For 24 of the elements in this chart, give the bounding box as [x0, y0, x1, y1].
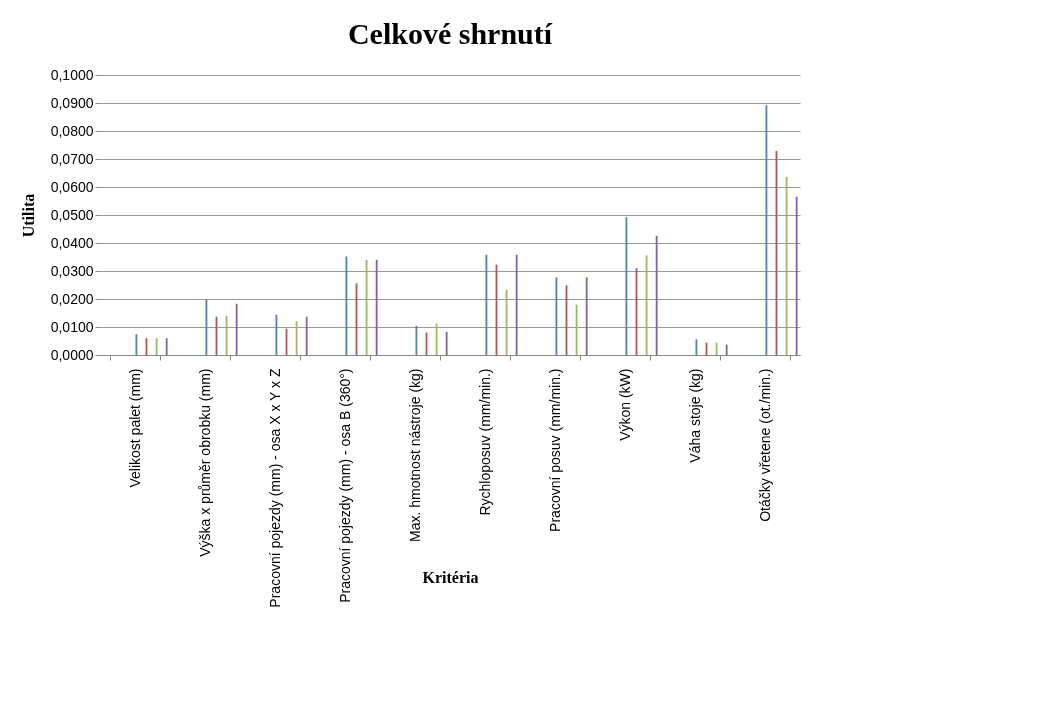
x-tick-label: Pracovní pojezdy (mm) - osa X x Y x Z	[266, 368, 283, 608]
x-tick-label: Pracovní posuv (mm/min.)	[546, 368, 563, 532]
y-axis-title: Utilita	[19, 193, 37, 238]
x-tick-label: Max. hmotnost nástroje (kg)	[406, 368, 423, 543]
y-tick-label: 0,0600	[50, 178, 94, 195]
x-tick-label: Velikost palet (mm)	[126, 368, 143, 488]
y-tick-label: 0,0700	[50, 150, 94, 167]
y-tick-label: 0,0900	[50, 94, 94, 111]
x-tick-label: Výška x průměr obrobku (mm)	[196, 368, 213, 557]
x-tick-label: Otáčky vřetene (ot./min.)	[756, 368, 773, 522]
y-tick-label: 0,0100	[50, 318, 94, 335]
y-tick-label: 0,1000	[50, 66, 94, 83]
y-tick-label: 0,0400	[50, 234, 94, 251]
x-tick-label: Pracovní pojezdy (mm) - osa B (360°)	[336, 368, 353, 603]
x-tick-label: Váha stoje (kg)	[686, 368, 703, 463]
y-tick-label: 0,0500	[50, 206, 94, 223]
y-tick-label: 0,0000	[50, 346, 94, 363]
y-tick-label: 0,0300	[50, 262, 94, 279]
chart-title: Celkové shrnutí	[347, 17, 553, 50]
y-tick-label: 0,0200	[50, 290, 94, 307]
y-tick-label: 0,0800	[50, 122, 94, 139]
x-axis-title: Kritéria	[422, 568, 479, 586]
x-tick-label: Rychloposuv (mm/min.)	[476, 368, 493, 516]
x-tick-label: Výkon (kW)	[616, 368, 633, 441]
